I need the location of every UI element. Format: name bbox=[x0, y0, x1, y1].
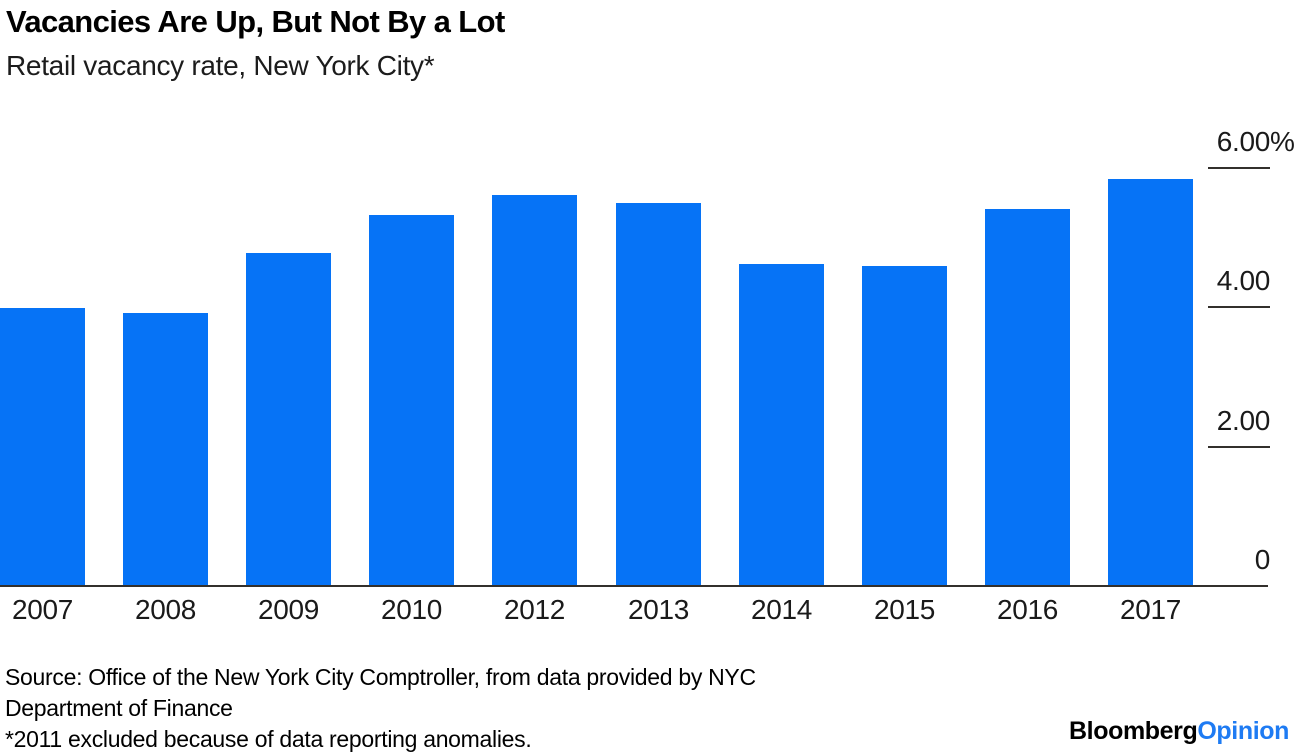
source-line-2: Department of Finance bbox=[5, 695, 233, 721]
bar-2014 bbox=[739, 264, 824, 585]
x-axis-label-2013: 2013 bbox=[627, 594, 690, 625]
y-axis-label-2.00: 2.00 bbox=[1216, 405, 1271, 436]
bar-2016 bbox=[985, 209, 1070, 585]
y-tick-2.00 bbox=[1208, 446, 1270, 448]
bar-2017 bbox=[1108, 179, 1193, 585]
y-tick-4.00 bbox=[1208, 306, 1270, 308]
y-tick-6.00 bbox=[1208, 167, 1270, 169]
x-axis-label-2012: 2012 bbox=[503, 594, 566, 625]
percent-sign: % bbox=[1270, 126, 1295, 157]
bar-2012 bbox=[492, 195, 577, 585]
chart-subtitle: Retail vacancy rate, New York City* bbox=[6, 50, 435, 81]
bar-2007 bbox=[0, 308, 85, 585]
x-axis-label-2014: 2014 bbox=[750, 594, 813, 625]
source-line-1: Source: Office of the New York City Comp… bbox=[5, 664, 756, 690]
bar-2008 bbox=[123, 313, 208, 585]
x-axis-label-2017: 2017 bbox=[1119, 594, 1182, 625]
footnote: *2011 excluded because of data reporting… bbox=[5, 726, 532, 752]
logo-bloomberg-text: Bloomberg bbox=[1069, 717, 1198, 745]
bar-2010 bbox=[369, 215, 454, 585]
x-axis-baseline bbox=[0, 585, 1268, 587]
logo-opinion-text: Opinion bbox=[1197, 717, 1289, 745]
x-axis-label-2008: 2008 bbox=[134, 594, 197, 625]
bar-2009 bbox=[246, 253, 331, 585]
x-axis-label-2010: 2010 bbox=[380, 594, 443, 625]
source-note: Source: Office of the New York City Comp… bbox=[5, 662, 756, 752]
x-axis-label-2007: 2007 bbox=[11, 594, 74, 625]
bar-2015 bbox=[862, 266, 947, 585]
bloomberg-opinion-logo: BloombergOpinion bbox=[1069, 717, 1289, 746]
y-axis-label-4.00: 4.00 bbox=[1216, 265, 1271, 296]
y-axis-label-6.00: 6.00% bbox=[1216, 126, 1295, 157]
y-axis-label-0: 0 bbox=[1254, 544, 1271, 575]
bar-2013 bbox=[616, 203, 701, 585]
x-axis-label-2009: 2009 bbox=[257, 594, 320, 625]
chart-title: Vacancies Are Up, But Not By a Lot bbox=[6, 4, 505, 39]
x-axis-label-2015: 2015 bbox=[873, 594, 936, 625]
x-axis-label-2016: 2016 bbox=[996, 594, 1059, 625]
